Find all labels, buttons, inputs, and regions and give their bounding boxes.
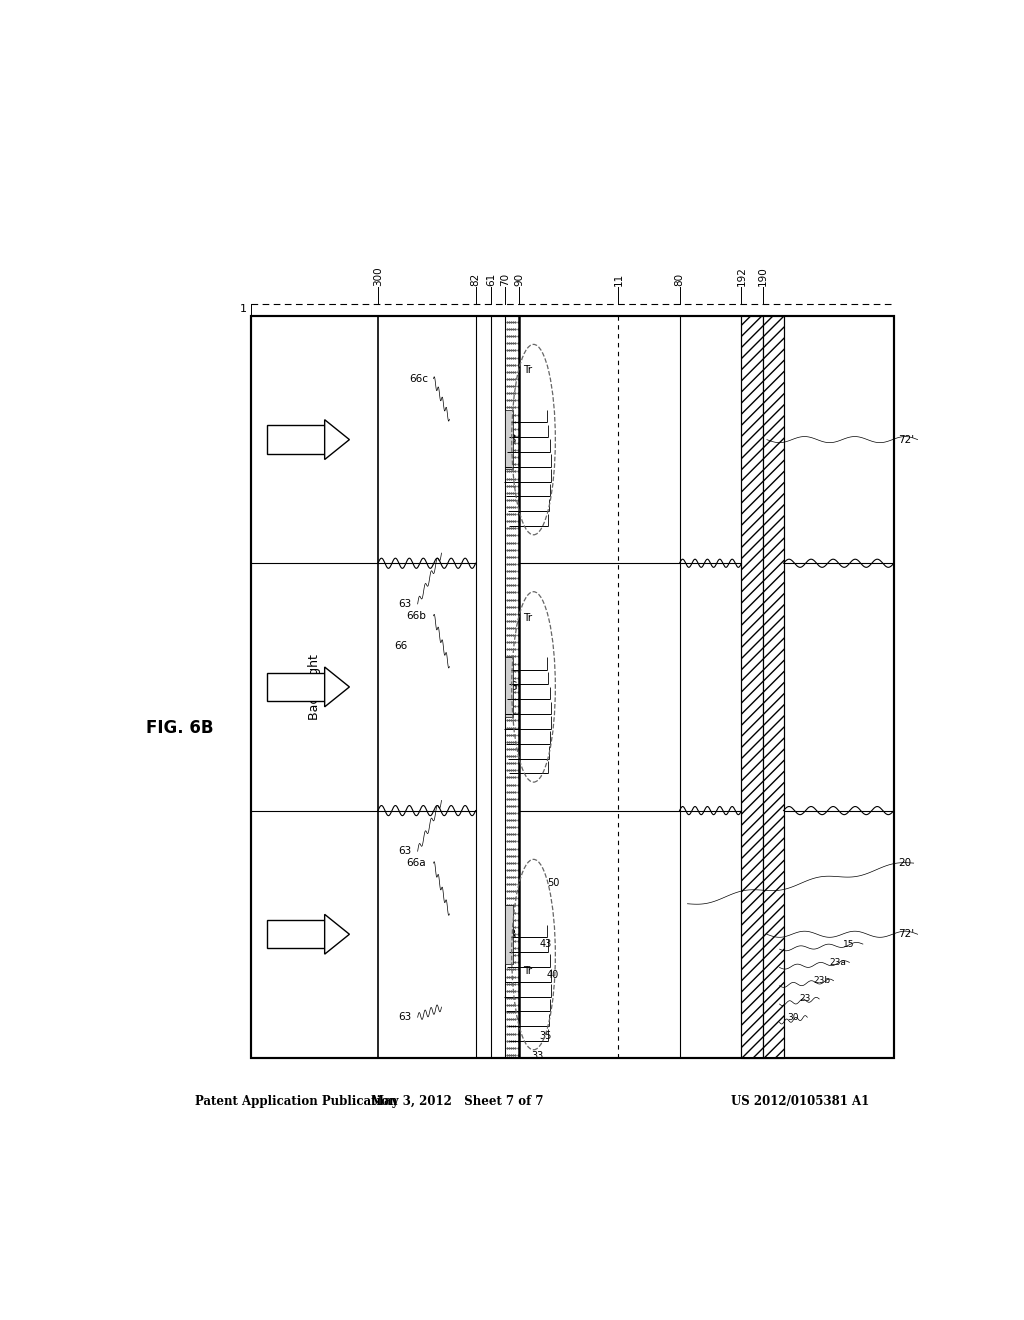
Bar	[505, 657, 513, 717]
Text: US 2012/0105381 A1: US 2012/0105381 A1	[731, 1096, 869, 1107]
Bar	[505, 315, 519, 1057]
Text: 72': 72'	[898, 929, 913, 940]
Text: 66a: 66a	[406, 858, 425, 869]
Bar	[741, 315, 763, 1057]
Bar	[505, 411, 513, 470]
Text: 23: 23	[800, 994, 811, 1003]
Text: 63: 63	[397, 599, 411, 609]
Text: 50: 50	[547, 878, 559, 888]
Text: 300: 300	[373, 267, 383, 286]
Text: 66: 66	[394, 642, 408, 651]
Polygon shape	[325, 420, 349, 459]
Text: 23a: 23a	[829, 958, 847, 966]
Text: 61: 61	[486, 273, 497, 286]
Bar	[251, 315, 894, 1057]
Text: R: R	[508, 928, 516, 941]
Text: 30: 30	[787, 1012, 799, 1022]
Text: 66c: 66c	[410, 374, 429, 384]
Text: 33: 33	[531, 1051, 544, 1061]
Text: B: B	[508, 433, 516, 446]
Text: 43: 43	[539, 940, 551, 949]
Text: Back Light: Back Light	[308, 653, 321, 719]
Text: 35: 35	[539, 1031, 552, 1041]
Text: 80: 80	[675, 273, 685, 286]
Text: Patent Application Publication: Patent Application Publication	[196, 1096, 398, 1107]
Text: FIG. 6B: FIG. 6B	[145, 718, 213, 737]
Polygon shape	[325, 667, 349, 706]
Text: 192: 192	[736, 267, 746, 286]
Text: 11: 11	[613, 273, 624, 286]
Text: 1: 1	[240, 304, 247, 314]
Text: Tr: Tr	[523, 966, 532, 977]
Text: 23b: 23b	[814, 977, 830, 985]
Text: G: G	[507, 680, 517, 693]
Text: Tr: Tr	[523, 612, 532, 623]
Text: 190: 190	[758, 267, 768, 286]
Text: 66b: 66b	[406, 611, 426, 620]
Text: 63: 63	[397, 1012, 411, 1022]
Text: 63: 63	[397, 846, 411, 857]
Bar	[251, 315, 894, 1057]
Text: 20: 20	[898, 858, 911, 869]
Bar	[267, 920, 325, 949]
Text: 82: 82	[471, 273, 480, 286]
Bar	[267, 673, 325, 701]
Text: May 3, 2012   Sheet 7 of 7: May 3, 2012 Sheet 7 of 7	[371, 1096, 544, 1107]
Text: 72': 72'	[898, 434, 913, 445]
Text: Tr: Tr	[523, 366, 532, 375]
Bar	[763, 315, 783, 1057]
Polygon shape	[325, 915, 349, 954]
Bar	[267, 425, 325, 454]
Text: 40: 40	[547, 970, 559, 979]
Text: 70: 70	[500, 273, 510, 286]
Bar	[505, 904, 513, 964]
Text: 90: 90	[514, 273, 524, 286]
Text: 15: 15	[843, 940, 855, 949]
